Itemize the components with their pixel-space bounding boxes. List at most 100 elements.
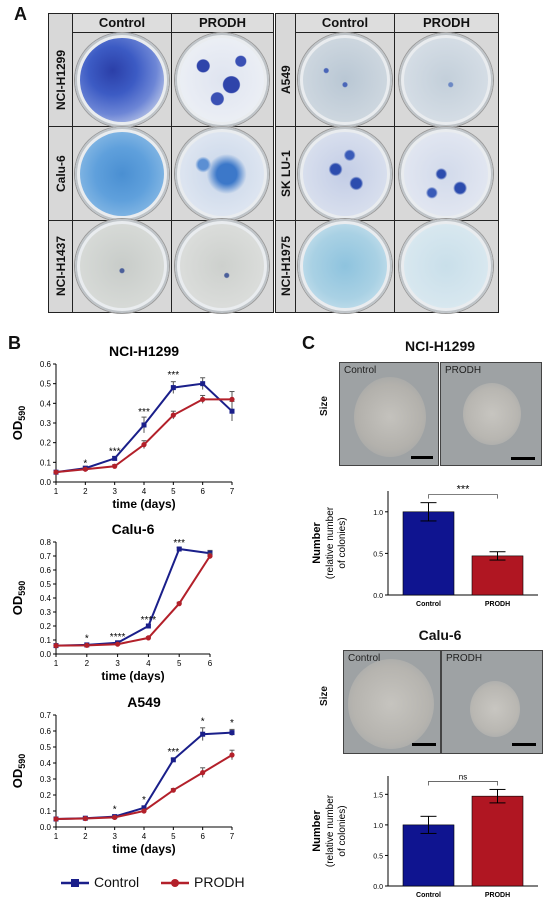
bar-control <box>402 511 455 596</box>
x-tick-label: 1 <box>54 832 59 841</box>
y-tick-label: 0.7 <box>40 711 52 720</box>
data-point <box>229 396 235 402</box>
y-tick-label: 0.6 <box>40 727 52 736</box>
data-point <box>229 408 235 414</box>
y-tick-label: 0.2 <box>40 622 52 631</box>
data-point <box>145 635 151 641</box>
row-head-nci-h1299: NCI-H1299 <box>54 49 68 110</box>
significance-mark: *** <box>167 370 179 381</box>
data-point <box>200 770 206 776</box>
legend: Control PRODH <box>60 873 260 895</box>
row-head-nci-h1437: NCI-H1437 <box>54 235 68 297</box>
data-point <box>200 731 206 737</box>
x-tick-label: 7 <box>230 832 235 841</box>
y-tick-label: 1.0 <box>373 510 383 517</box>
significance-mark: *** <box>138 407 150 418</box>
dish-a549-control <box>298 32 392 127</box>
row-head-sk-lu-1: SK LU-1 <box>279 150 293 197</box>
dish-nci-h1975-prodh <box>399 219 493 313</box>
bar-control <box>402 824 455 887</box>
dish-nci-h1299-control <box>75 32 169 127</box>
significance-mark: * <box>85 633 89 644</box>
significance-mark: *** <box>457 484 471 496</box>
y-tick-label: 0.3 <box>40 608 52 617</box>
dish-a549-prodh <box>399 32 493 127</box>
y-tick-label: 1.0 <box>373 823 383 830</box>
data-point <box>141 442 147 448</box>
x-tick-label: PRODH <box>485 601 510 608</box>
panel-a-right-block: Control PRODH A549 SK LU-1 NCI-H1975 <box>275 13 499 313</box>
size-label-nci-h1299: Size <box>319 396 330 417</box>
x-tick-label: 6 <box>208 659 213 668</box>
data-point <box>141 805 147 811</box>
y-tick-label: 0.6 <box>40 566 52 575</box>
series-line-control <box>55 547 211 647</box>
significance-mark: *** <box>173 538 185 549</box>
y-tick-label: 0.1 <box>40 458 52 467</box>
data-point <box>53 643 59 649</box>
y-axis-label-main: Number <box>311 810 323 852</box>
y-tick-label: 0.6 <box>40 360 52 369</box>
data-point <box>145 623 151 629</box>
size-label-calu-6: Size <box>319 686 330 707</box>
y-tick-label: 0.1 <box>40 807 52 816</box>
x-axis-label: time (days) <box>112 842 175 856</box>
row-head-a549: A549 <box>279 65 293 94</box>
x-axis-label: time (days) <box>112 497 175 511</box>
data-point <box>229 752 235 758</box>
dish-calu-6-prodh <box>175 126 269 221</box>
sphere-nci-h1299-control: Control <box>339 362 439 466</box>
y-tick-label: 0.2 <box>40 439 52 448</box>
significance-mark: **** <box>110 632 126 643</box>
data-point <box>176 601 182 607</box>
y-axis-label-main: Number <box>311 522 323 564</box>
dish-sk-lu-1-control <box>298 126 392 221</box>
data-point <box>200 396 206 402</box>
x-tick-label: 4 <box>146 659 151 668</box>
y-tick-label: 0.3 <box>40 419 52 428</box>
data-point <box>53 469 59 475</box>
row-head-calu-6: Calu-6 <box>54 155 68 192</box>
colony-number-chart-nci-h1299: 0.0 0.5 1.0 Control PRODH *** Number (relative … <box>311 484 538 608</box>
sphere-label-control: Control <box>348 653 381 664</box>
panel-c-title-nci-h1299: NCI-H1299 <box>404 338 476 354</box>
dish-nci-h1437-prodh <box>175 219 269 313</box>
significance-mark: *** <box>167 747 179 758</box>
significance-mark: * <box>83 458 87 469</box>
y-tick-label: 0.5 <box>40 743 52 752</box>
y-tick-label: 0.1 <box>40 636 52 645</box>
x-tick-label: 6 <box>200 487 205 496</box>
chart-title: Calu-6 <box>112 521 155 537</box>
sphere-calu-6-control: Control <box>343 650 441 754</box>
data-point <box>207 553 213 559</box>
significance-mark: * <box>113 805 117 816</box>
panel-a-left-block: Control PRODH NCI-H1299 Calu-6 NCI-H1437 <box>48 13 274 313</box>
y-axis-label: OD590 <box>10 581 27 616</box>
chart-title: A549 <box>127 694 161 710</box>
y-tick-label: 0.3 <box>40 775 52 784</box>
x-axis-label: time (days) <box>101 669 164 683</box>
significance-bracket <box>428 494 498 499</box>
x-tick-label: 6 <box>200 832 205 841</box>
data-point <box>170 757 176 763</box>
x-tick-label: 5 <box>171 832 176 841</box>
x-tick-label: 3 <box>112 832 117 841</box>
panel-c-title-calu-6: Calu-6 <box>418 627 462 643</box>
y-tick-label: 0.5 <box>373 551 383 558</box>
legend-control-label: Control <box>94 874 140 890</box>
data-point <box>82 466 88 472</box>
sphere-calu-6-prodh: PRODH <box>441 650 543 754</box>
x-tick-label: 3 <box>112 487 117 496</box>
x-tick-label: Control <box>416 601 441 608</box>
colony-number-chart-calu-6: 0.0 0.5 1.0 1.5 Control PRODH ns Number (relativ… <box>311 772 538 899</box>
y-tick-label: 0.5 <box>40 580 52 589</box>
col-head-prodh-right: PRODH <box>395 14 498 33</box>
y-tick-label: 0.0 <box>373 593 383 600</box>
significance-mark: * <box>201 717 205 728</box>
data-point <box>141 422 147 428</box>
data-point <box>229 730 235 736</box>
x-tick-label: 2 <box>83 832 88 841</box>
y-tick-label: 0.0 <box>40 823 52 832</box>
x-tick-label: 3 <box>115 659 120 668</box>
data-point <box>200 381 206 387</box>
